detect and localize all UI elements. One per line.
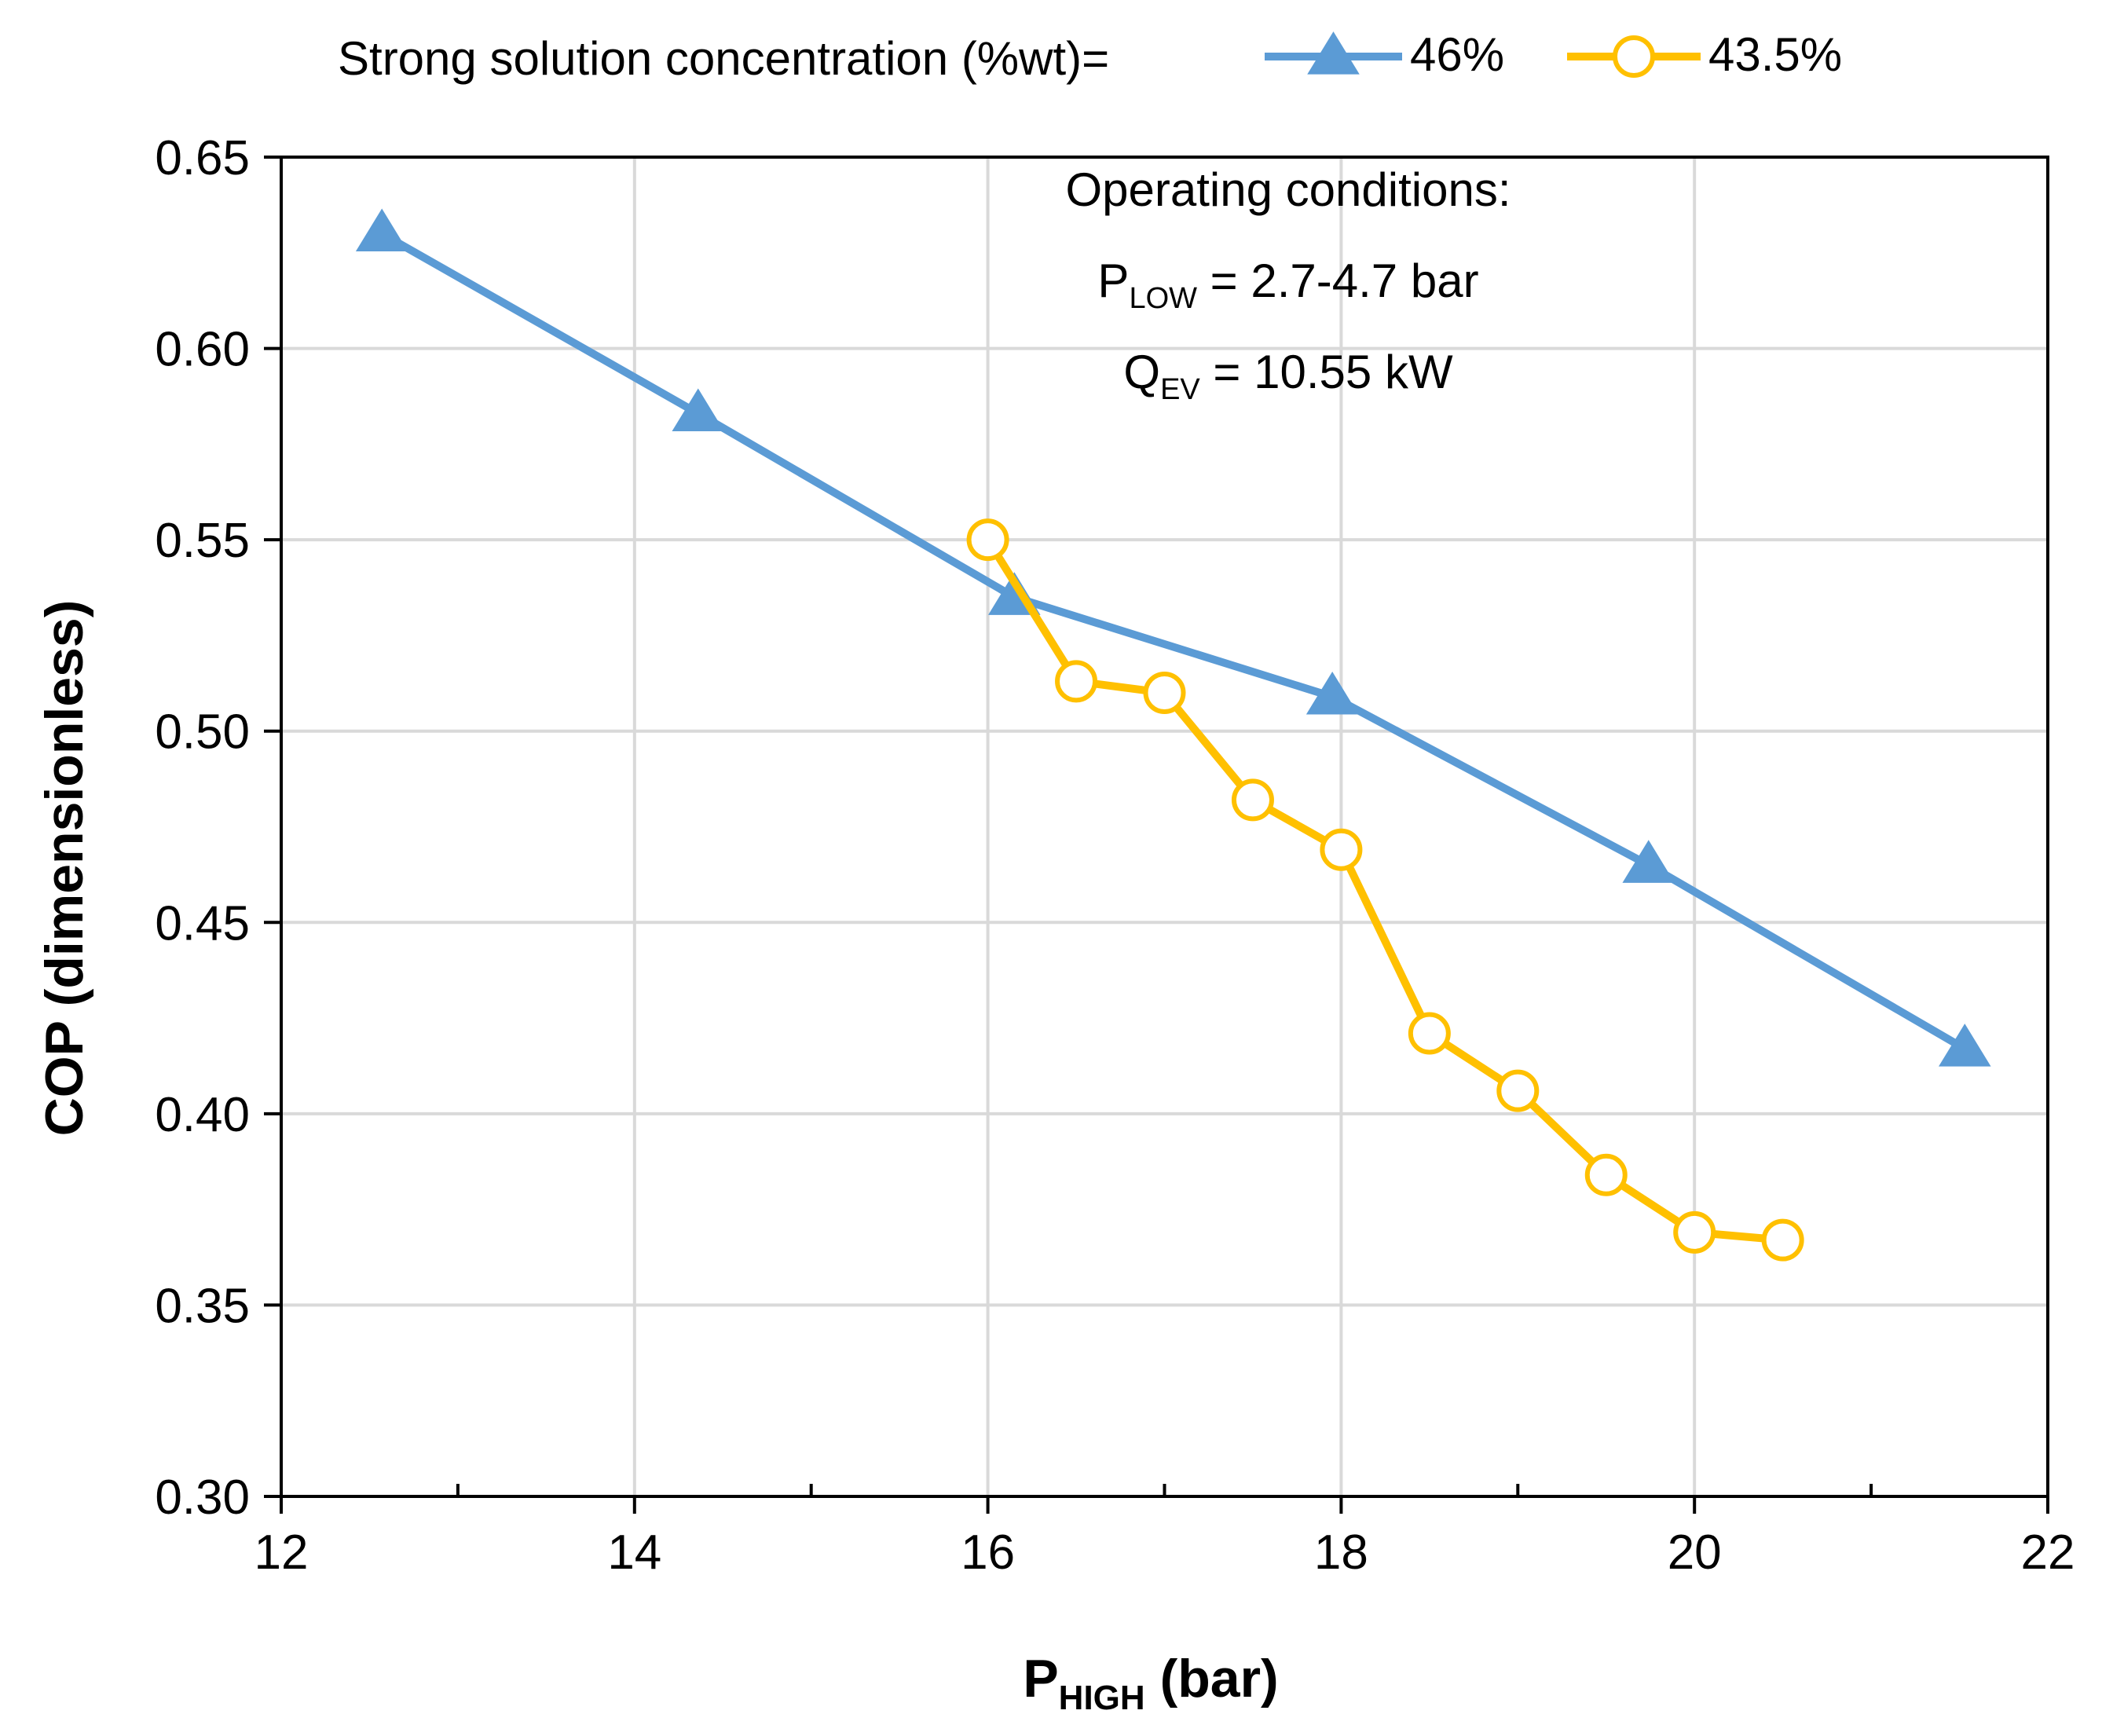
data-point — [1411, 1015, 1448, 1053]
x-tick-label: 14 — [607, 1525, 661, 1580]
y-tick-label: 0.55 — [155, 514, 250, 568]
data-point — [1234, 781, 1272, 819]
legend-marker — [1615, 38, 1653, 75]
y-tick-label: 0.30 — [155, 1470, 250, 1525]
grid — [281, 157, 2048, 1496]
data-point — [1057, 662, 1095, 700]
series-46 — [357, 210, 1990, 1065]
legend-items: 46% 43.5% — [1265, 28, 1842, 81]
x-axis-subscript: HIGH — [1059, 1679, 1145, 1717]
p-low-symbol: P — [1097, 255, 1129, 307]
q-ev-symbol: Q — [1123, 346, 1160, 398]
y-tick-label: 0.35 — [155, 1279, 250, 1333]
cop-chart: 0.30 0.35 0.40 0.45 0.50 0.55 0.60 0.65 12 14 16 18… — [0, 0, 2102, 1736]
x-tick-label: 12 — [255, 1525, 309, 1580]
data-point — [673, 390, 723, 430]
y-tick-label: 0.40 — [155, 1088, 250, 1142]
p-low-value: = 2.7-4.7 bar — [1197, 255, 1479, 307]
legend: Strong solution concentration (%wt)= 46%… — [338, 28, 1842, 85]
y-axis-title: COP (dimensionless) — [35, 600, 94, 1137]
series — [357, 210, 1990, 1258]
q-ev-value: = 10.55 kW — [1200, 346, 1453, 398]
y-tick-label: 0.50 — [155, 705, 250, 760]
data-point — [1322, 831, 1360, 869]
data-point — [357, 210, 407, 251]
legend-title: Strong solution concentration (%wt)= — [338, 32, 1109, 85]
data-point — [1940, 1025, 1990, 1066]
x-tick-label: 22 — [2021, 1525, 2075, 1580]
y-tick-label: 0.45 — [155, 896, 250, 950]
annotation-q-ev: QEV = 10.55 kW — [1123, 346, 1453, 406]
annotation-p-low: PLOW = 2.7-4.7 bar — [1097, 255, 1478, 315]
data-point — [1146, 674, 1184, 712]
data-point — [1764, 1221, 1802, 1259]
operating-conditions: Operating conditions: PLOW = 2.7-4.7 bar… — [1065, 163, 1511, 406]
x-tick-label: 16 — [961, 1525, 1015, 1580]
y-tick-label: 0.65 — [155, 131, 250, 185]
data-point — [1499, 1072, 1536, 1110]
y-tick-label: 0.60 — [155, 323, 250, 377]
data-point — [1675, 1214, 1713, 1251]
x-axis-unit: (bar) — [1145, 1649, 1279, 1709]
series-line — [988, 540, 1783, 1240]
legend-item: 43.5% — [1567, 28, 1842, 81]
legend-label: 46% — [1410, 28, 1504, 81]
x-tick-label: 18 — [1314, 1525, 1368, 1580]
annotation-heading: Operating conditions: — [1065, 163, 1511, 216]
legend-item: 46% — [1265, 28, 1504, 81]
x-tick-label: 20 — [1668, 1525, 1722, 1580]
data-point — [1587, 1156, 1625, 1194]
x-axis-symbol: P — [1023, 1649, 1058, 1709]
q-ev-subscript: EV — [1160, 373, 1200, 406]
data-point — [969, 521, 1007, 559]
series-line — [382, 233, 1965, 1049]
x-axis-title: PHIGH (bar) — [1023, 1649, 1278, 1717]
plot-border — [281, 157, 2048, 1496]
series-43-5 — [969, 521, 1802, 1258]
data-point — [1624, 841, 1673, 882]
legend-label: 43.5% — [1708, 28, 1842, 81]
p-low-subscript: LOW — [1129, 282, 1197, 315]
